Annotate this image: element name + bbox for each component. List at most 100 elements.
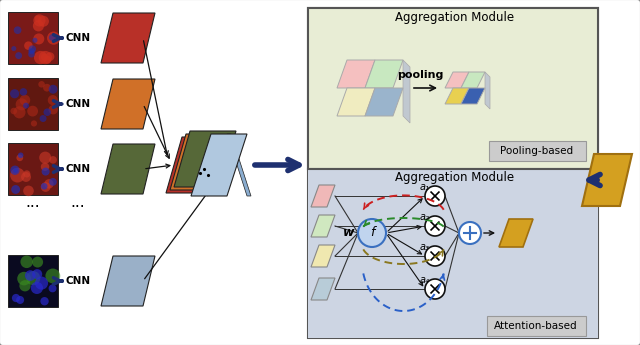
Text: w: w: [343, 227, 355, 239]
Bar: [308, 8, 598, 169]
Polygon shape: [337, 88, 375, 116]
Bar: [308, 8, 598, 338]
Text: Aggregation Module: Aggregation Module: [396, 170, 515, 184]
Circle shape: [358, 219, 386, 247]
Circle shape: [10, 108, 17, 114]
Circle shape: [49, 85, 58, 94]
Circle shape: [13, 168, 18, 173]
Bar: [8, 143, 58, 195]
Circle shape: [49, 285, 56, 292]
Text: CNN: CNN: [65, 276, 91, 286]
Circle shape: [42, 168, 50, 176]
Polygon shape: [582, 154, 632, 206]
Circle shape: [39, 151, 51, 164]
Circle shape: [33, 20, 44, 31]
Circle shape: [16, 296, 24, 304]
Bar: [8, 78, 58, 130]
Text: ···: ···: [26, 199, 40, 215]
Circle shape: [43, 84, 51, 91]
Text: Aggregation Module: Aggregation Module: [396, 10, 515, 23]
Polygon shape: [170, 134, 232, 190]
Circle shape: [10, 168, 25, 183]
Circle shape: [32, 257, 43, 267]
Circle shape: [41, 162, 49, 171]
Circle shape: [35, 16, 42, 22]
FancyBboxPatch shape: [489, 141, 586, 161]
Text: pooling: pooling: [397, 70, 443, 80]
Circle shape: [49, 156, 57, 164]
Polygon shape: [403, 60, 410, 123]
Circle shape: [10, 89, 19, 98]
Circle shape: [13, 26, 22, 34]
Circle shape: [24, 41, 33, 50]
Text: a₂: a₂: [420, 212, 430, 222]
Circle shape: [48, 95, 58, 105]
Circle shape: [41, 53, 48, 61]
Bar: [8, 12, 58, 64]
Circle shape: [32, 269, 42, 279]
Circle shape: [31, 282, 43, 294]
Polygon shape: [445, 72, 469, 88]
Text: CNN: CNN: [65, 164, 91, 174]
Polygon shape: [101, 79, 155, 129]
Polygon shape: [227, 134, 251, 196]
Circle shape: [33, 33, 44, 45]
Circle shape: [26, 271, 40, 285]
Polygon shape: [311, 215, 335, 237]
Bar: [8, 255, 58, 307]
Circle shape: [49, 105, 58, 115]
Bar: [308, 169, 598, 338]
Circle shape: [33, 14, 45, 27]
Polygon shape: [461, 88, 485, 104]
Circle shape: [44, 56, 51, 63]
Circle shape: [40, 297, 49, 305]
Circle shape: [12, 294, 20, 302]
Circle shape: [25, 270, 36, 281]
Circle shape: [23, 186, 34, 196]
Polygon shape: [101, 13, 155, 63]
Polygon shape: [311, 245, 335, 267]
Circle shape: [425, 246, 445, 266]
Circle shape: [19, 280, 31, 292]
Circle shape: [17, 272, 31, 285]
Circle shape: [28, 106, 38, 117]
Circle shape: [13, 106, 26, 118]
Circle shape: [28, 51, 35, 58]
Text: Pooling-based: Pooling-based: [500, 146, 573, 156]
Polygon shape: [337, 60, 375, 88]
Circle shape: [29, 46, 36, 53]
Circle shape: [44, 179, 54, 189]
Polygon shape: [191, 134, 247, 196]
Polygon shape: [101, 256, 155, 306]
Bar: [308, 8, 598, 169]
Circle shape: [15, 98, 28, 110]
Circle shape: [10, 166, 20, 175]
Circle shape: [425, 279, 445, 299]
Circle shape: [45, 52, 54, 61]
Circle shape: [38, 16, 49, 27]
Circle shape: [31, 120, 37, 127]
Text: CNN: CNN: [65, 99, 91, 109]
Polygon shape: [174, 131, 236, 187]
Circle shape: [39, 51, 52, 64]
Circle shape: [12, 185, 20, 194]
Text: f: f: [370, 227, 374, 239]
Circle shape: [23, 170, 31, 177]
Circle shape: [38, 81, 45, 88]
Circle shape: [459, 222, 481, 244]
Polygon shape: [166, 137, 228, 193]
Circle shape: [45, 268, 60, 283]
Circle shape: [21, 172, 31, 182]
Circle shape: [23, 103, 29, 109]
Circle shape: [41, 182, 51, 192]
Circle shape: [12, 46, 17, 51]
Text: a₄: a₄: [420, 275, 430, 285]
Polygon shape: [311, 278, 335, 300]
Text: a₃: a₃: [420, 242, 430, 252]
Circle shape: [49, 34, 56, 41]
Circle shape: [33, 38, 38, 43]
Circle shape: [49, 178, 57, 186]
Text: a₁: a₁: [420, 182, 430, 192]
Circle shape: [15, 52, 22, 59]
Polygon shape: [365, 60, 403, 88]
